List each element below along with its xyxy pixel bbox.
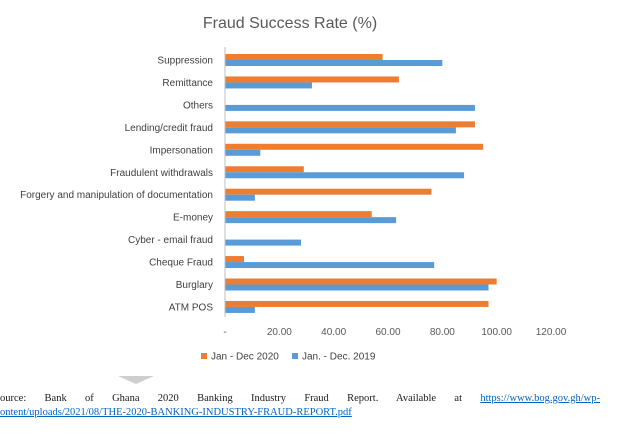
legend-swatch-2019 <box>292 353 298 359</box>
x-axis-ticks: - 20.00 40.00 60.00 80.00 100.00 120.00 <box>223 327 566 338</box>
x-tick-label: 20.00 <box>267 327 292 338</box>
x-tick-label: 120.00 <box>536 327 567 338</box>
chart-container: Fraud Success Rate (%) Suppression Remitt… <box>20 15 567 363</box>
category-label: Suppression <box>157 56 213 67</box>
bar-2020 <box>225 211 372 218</box>
category-label: Burglary <box>176 280 213 291</box>
bar-2020 <box>225 256 245 263</box>
x-tick-label: 40.00 <box>321 327 346 338</box>
chart-title: Fraud Success Rate (%) <box>203 15 377 32</box>
bar-2020 <box>225 143 484 150</box>
bar-2020 <box>225 300 489 307</box>
bars-group <box>225 54 497 313</box>
category-label: Cheque Fraud <box>149 258 213 269</box>
bar-2019 <box>225 104 475 111</box>
category-label: Others <box>183 100 213 111</box>
caption-line-1: ource: Bank of Ghana 2020 Banking Indust… <box>0 392 600 406</box>
fraud-success-chart: Fraud Success Rate (%) Suppression Remitt… <box>20 15 567 363</box>
x-tick-label: - <box>223 327 226 338</box>
bar-2019 <box>225 284 489 291</box>
category-label: ATM POS <box>169 302 214 313</box>
decorative-shadow <box>118 376 154 384</box>
legend-label: Jan. - Dec. 2019 <box>302 352 376 363</box>
bar-2019 <box>225 239 302 246</box>
x-tick-label: 100.00 <box>481 327 512 338</box>
category-label: Cyber - email fraud <box>128 235 213 246</box>
category-label: E-money <box>173 213 213 224</box>
bar-2019 <box>225 172 465 179</box>
source-caption: ource: Bank of Ghana 2020 Banking Indust… <box>0 392 600 420</box>
bar-2019 <box>225 149 261 156</box>
category-label: Fraudulent withdrawals <box>110 168 213 179</box>
bar-2020 <box>225 188 432 195</box>
caption-link-part-1[interactable]: https://www.bog.gov.gh/wp- <box>480 393 600 404</box>
caption-source-text: ource: Bank of Ghana 2020 Banking Indust… <box>0 393 462 404</box>
bar-2020 <box>225 278 497 285</box>
bar-2019 <box>225 60 443 66</box>
legend-label: Jan - Dec 2020 <box>211 352 279 363</box>
bar-2019 <box>225 217 397 224</box>
bar-2020 <box>225 54 383 60</box>
bar-2019 <box>225 127 456 134</box>
bar-2019 <box>225 262 435 269</box>
category-label: Forgery and manipulation of documentatio… <box>20 190 213 201</box>
x-tick-label: 60.00 <box>375 327 400 338</box>
category-label: Remittance <box>162 78 213 89</box>
x-tick-label: 80.00 <box>430 327 455 338</box>
legend: Jan - Dec 2020 Jan. - Dec. 2019 <box>201 352 376 363</box>
bar-2019 <box>225 82 312 89</box>
category-label: Impersonation <box>150 145 213 156</box>
bar-2020 <box>225 121 475 128</box>
category-labels: Suppression Remittance Others Lending/credi… <box>20 56 213 314</box>
caption-line-2: ontent/uploads/2021/08/THE-2020-BANKING-… <box>0 406 600 420</box>
bar-2019 <box>225 306 255 313</box>
bar-2020 <box>225 166 304 173</box>
bar-2020 <box>225 76 399 83</box>
caption-link-part-2[interactable]: ontent/uploads/2021/08/THE-2020-BANKING-… <box>0 407 352 418</box>
category-label: Lending/credit fraud <box>125 123 213 134</box>
legend-swatch-2020 <box>201 353 207 359</box>
bar-2019 <box>225 194 255 201</box>
